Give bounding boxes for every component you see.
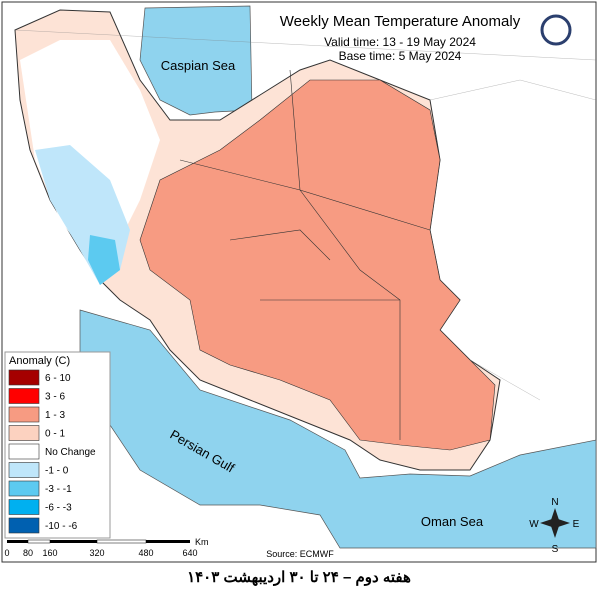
oman-label: Oman Sea: [421, 514, 484, 529]
legend-label: -6 - -3: [45, 503, 72, 514]
caption: هفته دوم – ۲۴ تا ۳۰ اردیبهشت ۱۴۰۳: [187, 569, 411, 586]
scale-label: 0: [4, 548, 9, 558]
legend-swatch: [8, 443, 40, 460]
legend-label: -1 - 0: [45, 466, 69, 477]
province-borders: [179, 69, 431, 440]
legend-label: No Change: [45, 447, 96, 458]
legend-label: -10 - -6: [45, 521, 78, 532]
legend-swatch: [8, 406, 40, 423]
legend-swatch: [8, 369, 40, 386]
compass-s: S: [552, 544, 559, 555]
legend-swatch: [8, 425, 40, 441]
legend-label: 3 - 6: [45, 392, 65, 403]
legend-swatch: [8, 388, 40, 404]
source: Source: ECMWF: [266, 549, 334, 559]
base-time: Base time: 5 May 2024: [339, 49, 462, 63]
compass-w: W: [529, 519, 539, 530]
legend-label: 1 - 3: [45, 410, 65, 421]
valid-time: Valid time: 13 - 19 May 2024: [324, 35, 476, 49]
legend-title: Anomaly (C): [9, 355, 70, 367]
scale-label: 80: [23, 548, 33, 558]
caspian-label: Caspian Sea: [161, 58, 236, 73]
scale-segment: [27, 539, 51, 544]
map-title: Weekly Mean Temperature Anomaly: [280, 13, 521, 30]
legend-swatch: [8, 517, 40, 534]
legend-swatch: [8, 499, 40, 515]
caspian-sea: [139, 5, 253, 116]
legend-swatch: [8, 480, 40, 497]
logo: [540, 14, 572, 46]
scale-label: 320: [89, 548, 104, 558]
scale-unit: Km: [195, 537, 209, 547]
legend-label: 6 - 10: [45, 373, 71, 384]
compass-n: N: [551, 497, 558, 508]
scale-label: 160: [42, 548, 57, 558]
legend-swatch: [8, 462, 40, 478]
legend-label: 0 - 1: [45, 429, 65, 440]
southern-sea: [79, 309, 597, 549]
country-borders: [14, 29, 597, 401]
legend-label: -3 - -1: [45, 484, 72, 495]
compass: N E S W: [529, 497, 579, 555]
compass-e: E: [573, 519, 580, 530]
scale-segment: [96, 539, 147, 544]
scale-label: 480: [138, 548, 153, 558]
cooler-area: [88, 235, 120, 285]
scale-label: 640: [182, 548, 197, 558]
legend: 6 - 10 3 - 6 1 - 3 0 - 1 No Change -1 - 0 -3 -…: [8, 369, 96, 534]
